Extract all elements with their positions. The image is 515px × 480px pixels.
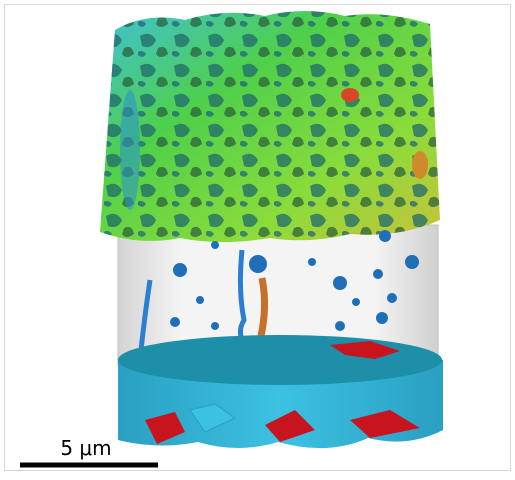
red-spot [341, 88, 359, 102]
sphere [333, 276, 347, 290]
rendering: 5 μm [0, 0, 515, 480]
blue-edge [120, 90, 140, 210]
disk-top [118, 335, 442, 385]
scale-label: 5 μm [60, 436, 111, 460]
sphere [249, 255, 267, 273]
pores [100, 11, 440, 242]
page: {"scale_bar": {"label": "5 μm"}} [0, 0, 515, 480]
sphere [373, 269, 383, 279]
sphere [196, 296, 204, 304]
orange-spot [412, 151, 428, 179]
sphere [211, 322, 219, 330]
sphere [376, 312, 388, 324]
sphere [173, 263, 187, 277]
sphere [405, 255, 419, 269]
sphere [335, 321, 345, 331]
sphere [352, 298, 360, 306]
sphere [387, 293, 397, 303]
sphere [379, 230, 391, 242]
sphere [211, 241, 219, 249]
sphere [170, 317, 180, 327]
sphere [308, 258, 316, 266]
